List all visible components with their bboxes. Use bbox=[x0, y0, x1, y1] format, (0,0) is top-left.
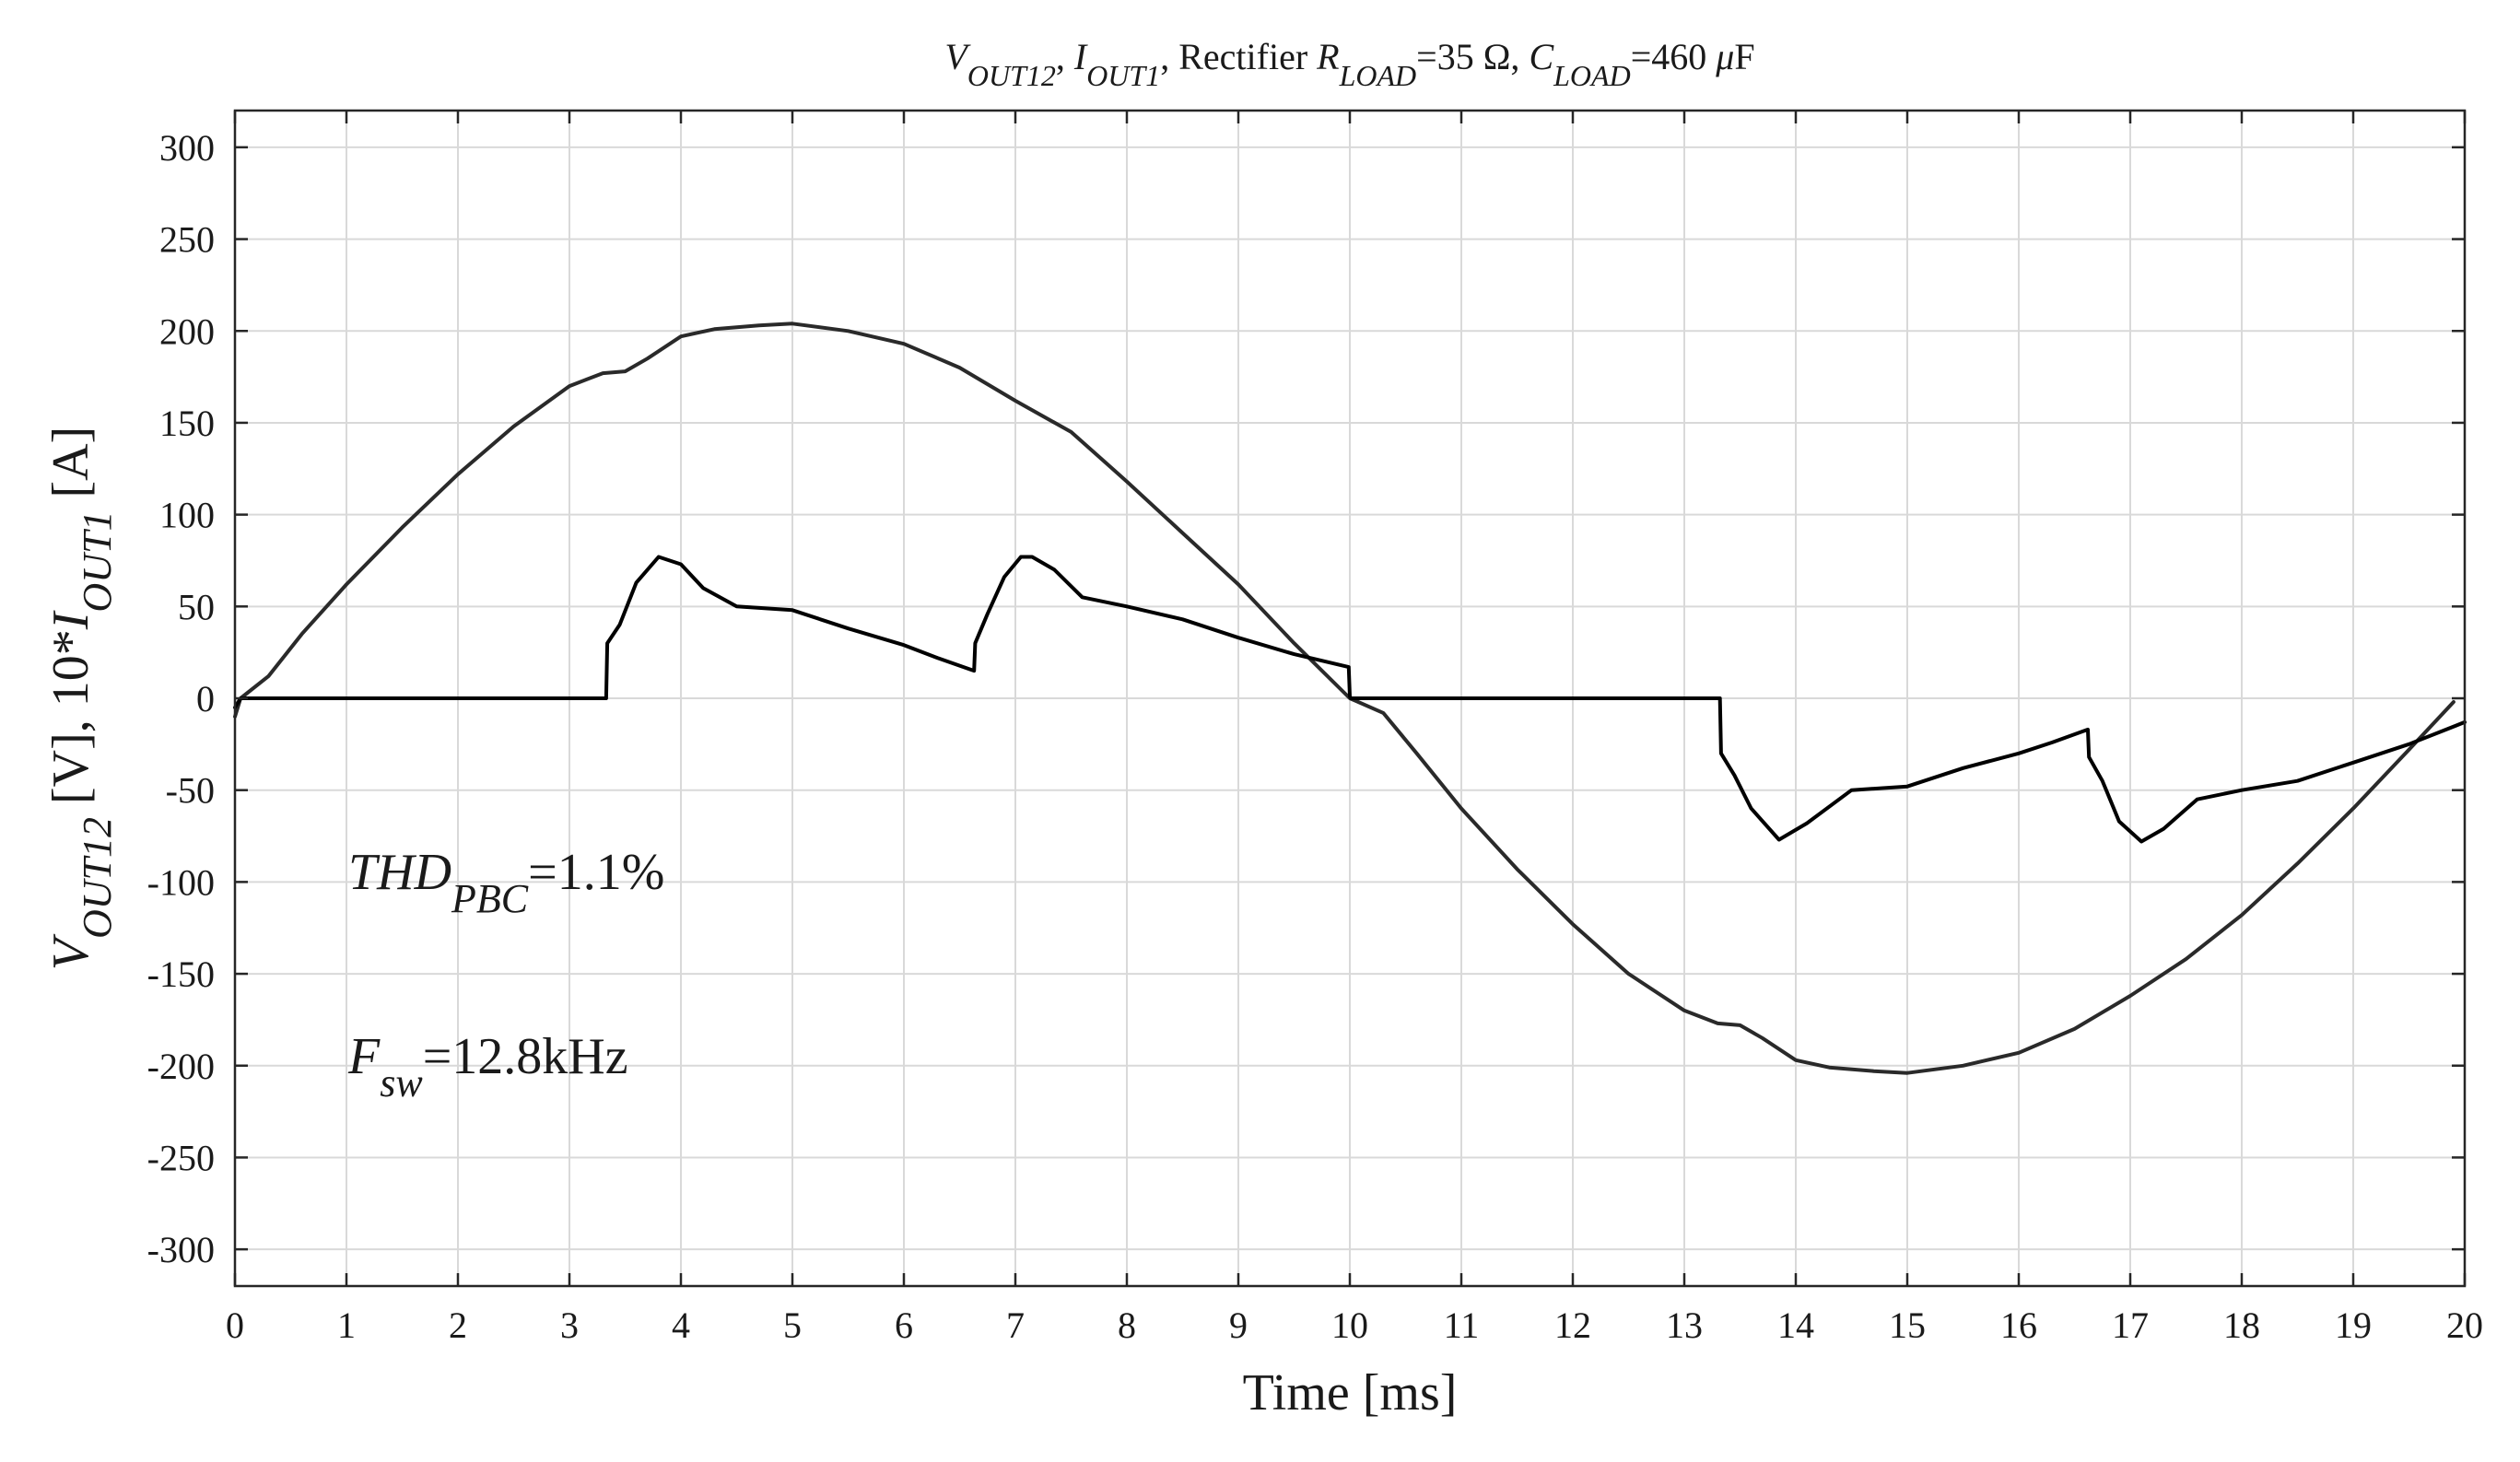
ticks: 0 1 2 3 4 5 6 7 8 9 10 11 12 13 14 15 16 17 18 19 2030025020… bbox=[147, 111, 2483, 1346]
y-tick-label: -150 bbox=[147, 953, 215, 995]
x-tick-label: 15 bbox=[1889, 1304, 1926, 1346]
x-tick-label: 13 bbox=[1666, 1304, 1703, 1346]
y-tick-label: 0 bbox=[196, 678, 215, 719]
y-tick-label: 200 bbox=[159, 310, 215, 352]
x-tick-label: 11 bbox=[1444, 1304, 1480, 1346]
text-part: μ bbox=[1715, 36, 1734, 77]
text-part: LOAD bbox=[1339, 59, 1417, 92]
x-tick-label: 3 bbox=[560, 1304, 579, 1346]
x-tick-label: 1 bbox=[337, 1304, 356, 1346]
y-tick-label: 150 bbox=[159, 403, 215, 444]
series-line-2 bbox=[233, 555, 2467, 844]
text-part: =12.8kHz bbox=[423, 1028, 628, 1085]
text-part: F bbox=[347, 1028, 381, 1085]
y-tick-label: 300 bbox=[159, 127, 215, 169]
y-tick-label: 250 bbox=[159, 219, 215, 261]
thd-annotation: THDPBC=1.1% bbox=[348, 844, 664, 921]
y-tick-label: -250 bbox=[147, 1137, 215, 1178]
text-part: =460 bbox=[1631, 36, 1717, 77]
x-tick-label: 20 bbox=[2446, 1304, 2483, 1346]
x-tick-label: 4 bbox=[672, 1304, 690, 1346]
text-part: OUT1 bbox=[75, 511, 120, 613]
x-tick-label: 5 bbox=[783, 1304, 802, 1346]
text-part: V bbox=[944, 36, 971, 77]
text-part: LOAD bbox=[1553, 59, 1631, 92]
y-tick-label: 100 bbox=[159, 495, 215, 536]
x-tick-label: 8 bbox=[1118, 1304, 1136, 1346]
x-tick-label: 14 bbox=[1777, 1304, 1814, 1346]
text-part: I bbox=[1073, 36, 1088, 77]
x-tick-label: 18 bbox=[2223, 1304, 2260, 1346]
x-tick-label: 7 bbox=[1006, 1304, 1025, 1346]
text-part: =1.1% bbox=[528, 844, 664, 901]
y-tick-label: -200 bbox=[147, 1046, 215, 1087]
text-part: =35 Ω, bbox=[1416, 36, 1529, 77]
text-part: V bbox=[42, 933, 100, 970]
x-tick-label: 9 bbox=[1229, 1304, 1248, 1346]
text-part: , bbox=[1056, 36, 1074, 77]
chart-title: VOUT12, IOUT1, Rectifier RLOAD=35 Ω, CLO… bbox=[944, 36, 1754, 92]
text-part: C bbox=[1529, 36, 1554, 77]
y-tick-label: 50 bbox=[178, 586, 215, 627]
x-tick-label: 17 bbox=[2112, 1304, 2149, 1346]
text-part: I bbox=[42, 610, 100, 630]
text-part: , Rectifier bbox=[1160, 36, 1317, 77]
series-line-1 bbox=[233, 322, 2456, 1075]
x-tick-label: 10 bbox=[1331, 1304, 1368, 1346]
y-tick-label: -300 bbox=[147, 1229, 215, 1270]
text-part: OUT1 bbox=[1086, 59, 1160, 92]
text-part: F bbox=[1734, 36, 1754, 77]
text-part: R bbox=[1316, 36, 1339, 77]
fsw-annotation: Fsw=12.8kHz bbox=[347, 1028, 628, 1105]
text-part: PBC bbox=[451, 876, 529, 921]
text-part: [A] bbox=[42, 427, 100, 511]
y-tick-label: -100 bbox=[147, 861, 215, 903]
text-part: OUT12 bbox=[967, 59, 1056, 92]
y-tick-label: -50 bbox=[166, 770, 215, 812]
x-tick-label: 12 bbox=[1554, 1304, 1591, 1346]
x-tick-label: 2 bbox=[449, 1304, 467, 1346]
x-tick-label: 6 bbox=[895, 1304, 913, 1346]
x-tick-label: 19 bbox=[2335, 1304, 2372, 1346]
series-group bbox=[233, 322, 2467, 1075]
text-part: [V], 10* bbox=[42, 629, 100, 817]
text-part: sw bbox=[380, 1060, 423, 1105]
text-part: THD bbox=[348, 844, 451, 901]
text-part: OUT12 bbox=[75, 817, 120, 939]
y-axis-title: VOUT12 [V], 10*IOUT1 [A] bbox=[42, 427, 120, 970]
x-tick-label: 0 bbox=[226, 1304, 244, 1346]
x-axis-title: Time [ms] bbox=[1243, 1364, 1458, 1421]
x-tick-label: 16 bbox=[2000, 1304, 2037, 1346]
